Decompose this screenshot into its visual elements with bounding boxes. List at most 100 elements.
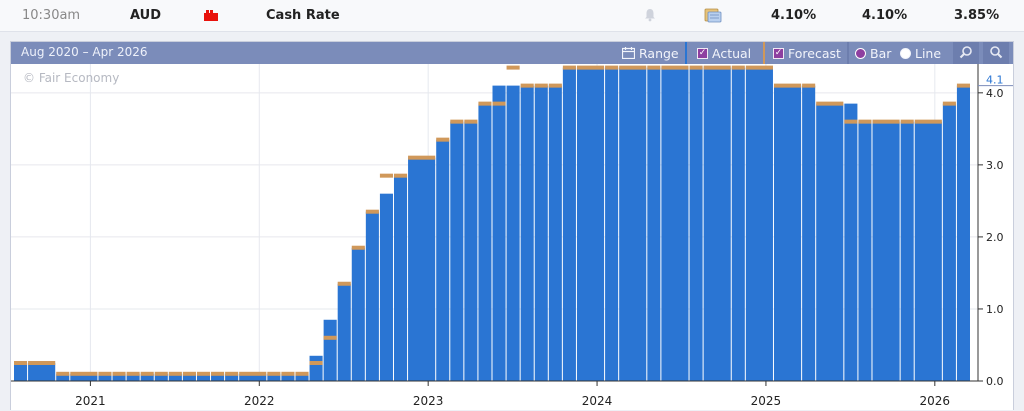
actual-bar[interactable] — [576, 67, 605, 382]
actual-bar[interactable] — [56, 373, 70, 381]
actual-bar[interactable] — [436, 139, 450, 381]
actual-bar[interactable] — [267, 373, 281, 381]
style-separator — [847, 42, 849, 64]
actual-bar[interactable] — [337, 283, 351, 381]
actual-bar[interactable] — [126, 373, 140, 381]
range-button[interactable]: Range — [622, 43, 679, 63]
actual-bar[interactable] — [225, 373, 239, 381]
actual-bar[interactable] — [816, 103, 844, 381]
forecast-marker — [98, 371, 112, 376]
forecast-marker — [225, 371, 239, 376]
actual-bar[interactable] — [619, 67, 647, 382]
forecast-marker — [450, 119, 464, 124]
actual-bar[interactable] — [548, 85, 562, 381]
forecast-marker — [844, 119, 858, 124]
actual-label: Actual — [712, 45, 752, 61]
forecast-marker — [140, 371, 154, 376]
actual-bar[interactable] — [942, 103, 956, 381]
actual-bar[interactable] — [647, 67, 661, 382]
actual-bar[interactable] — [239, 373, 267, 381]
actual-bar[interactable] — [534, 85, 548, 381]
actual-bar[interactable] — [858, 121, 872, 382]
actual-bar[interactable] — [196, 373, 211, 381]
actual-bar[interactable] — [14, 362, 28, 381]
actual-bar[interactable] — [745, 67, 773, 382]
bar-style-option[interactable]: Bar — [855, 43, 891, 63]
actual-bar[interactable] — [28, 362, 56, 381]
actual-bar[interactable] — [689, 67, 703, 382]
event-title[interactable]: Cash Rate — [266, 8, 340, 23]
actual-bar[interactable] — [802, 85, 816, 381]
actual-bar[interactable] — [323, 319, 337, 381]
forecast-marker — [309, 360, 323, 365]
actual-bar[interactable] — [562, 67, 576, 382]
x-year-label: 2023 — [413, 394, 444, 408]
actual-bar[interactable] — [154, 373, 168, 381]
forecast-checkbox-icon: ✓ — [773, 47, 784, 59]
actual-bar[interactable] — [492, 85, 506, 381]
actual-bar[interactable] — [450, 121, 464, 382]
actual-bar[interactable] — [281, 373, 295, 381]
actual-bar[interactable] — [112, 373, 126, 381]
forecast-marker — [872, 119, 900, 124]
actual-bar[interactable] — [211, 373, 225, 381]
line-radio-icon — [900, 47, 911, 59]
actual-bar[interactable] — [168, 373, 182, 381]
forecast-marker — [211, 371, 225, 376]
actual-bar[interactable] — [872, 121, 900, 382]
y-tick-label: 4.0 — [986, 87, 1004, 100]
forecast-marker — [239, 371, 267, 376]
actual-bar[interactable] — [182, 373, 196, 381]
zoom-in-button[interactable] — [953, 42, 979, 64]
current-value-label: 4.1 — [986, 74, 1004, 87]
actual-toggle[interactable]: ✓ Actual — [697, 43, 751, 63]
actual-bar[interactable] — [393, 175, 408, 381]
forecast-marker — [942, 101, 956, 106]
forecast-marker — [182, 371, 196, 376]
actual-bar[interactable] — [365, 211, 379, 381]
forecast-marker — [323, 335, 337, 340]
actual-bar[interactable] — [379, 193, 393, 381]
actual-bar[interactable] — [140, 373, 154, 381]
forecast-marker — [126, 371, 140, 376]
forecast-marker — [562, 65, 576, 70]
actual-bar[interactable] — [661, 67, 689, 382]
forecast-marker — [168, 371, 182, 376]
bar-radio-icon — [855, 47, 866, 59]
bell-icon[interactable] — [643, 8, 657, 22]
actual-bar[interactable] — [900, 121, 914, 382]
forecast-marker — [802, 83, 816, 88]
actual-bar[interactable] — [309, 355, 323, 381]
actual-bar[interactable] — [506, 85, 520, 381]
detail-icon[interactable] — [704, 7, 722, 23]
zoom-in-icon — [959, 46, 972, 59]
zoom-out-button[interactable] — [983, 42, 1009, 64]
actual-bar[interactable] — [98, 373, 112, 381]
x-year-label: 2024 — [582, 394, 613, 408]
actual-bar[interactable] — [703, 67, 731, 382]
forecast-marker — [337, 281, 351, 286]
actual-bar[interactable] — [520, 85, 534, 381]
actual-bar[interactable] — [70, 373, 98, 381]
actual-bar[interactable] — [844, 103, 858, 381]
forecast-marker — [661, 65, 689, 70]
actual-bar[interactable] — [605, 67, 619, 382]
forecast-marker — [154, 371, 168, 376]
actual-bar[interactable] — [914, 121, 942, 382]
actual-bar[interactable] — [731, 67, 745, 382]
actual-bar[interactable] — [464, 121, 478, 382]
event-actual: 4.10% — [771, 8, 817, 23]
actual-bar[interactable] — [956, 85, 970, 381]
actual-bar[interactable] — [295, 373, 309, 381]
actual-bar[interactable] — [351, 247, 365, 381]
forecast-label: Forecast — [788, 45, 841, 61]
forecast-marker — [393, 173, 408, 178]
actual-bar[interactable] — [773, 85, 802, 381]
bar-label: Bar — [870, 45, 892, 61]
actual-bar[interactable] — [408, 157, 436, 381]
event-currency: AUD — [130, 8, 162, 23]
actual-bar[interactable] — [478, 103, 492, 381]
event-time: 10:30am — [22, 8, 81, 23]
forecast-toggle[interactable]: ✓ Forecast — [773, 43, 841, 63]
line-style-option[interactable]: Line — [900, 43, 941, 63]
